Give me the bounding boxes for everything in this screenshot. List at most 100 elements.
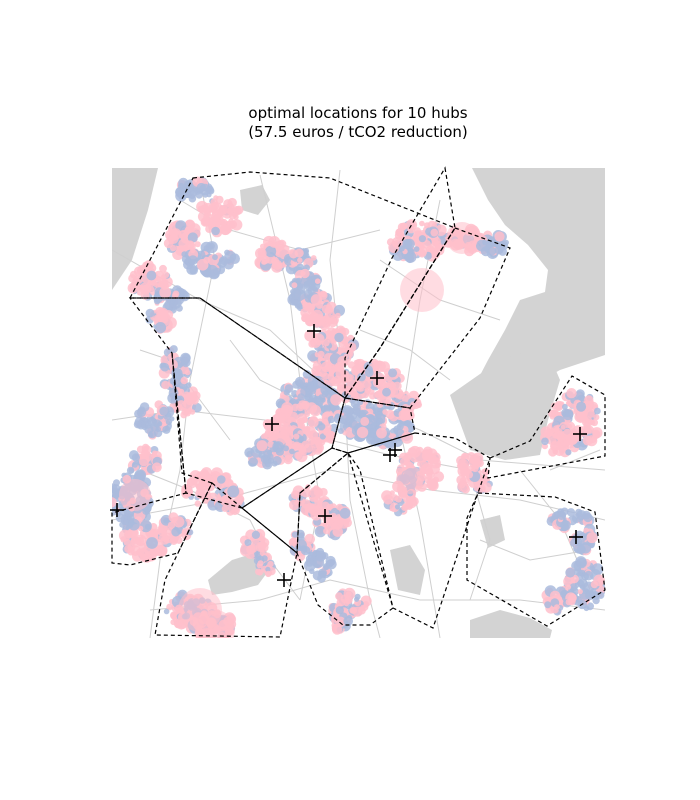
demand-point [321, 291, 327, 298]
demand-point [163, 608, 170, 615]
demand-point [213, 195, 219, 201]
demand-point [115, 513, 125, 523]
demand-point [261, 259, 267, 265]
demand-point [186, 477, 195, 487]
demand-point [323, 527, 330, 535]
demand-point [576, 401, 587, 412]
hub-marker [307, 324, 321, 338]
demand-point [291, 282, 298, 289]
demand-point [594, 407, 601, 415]
demand-point [181, 357, 191, 368]
demand-point [256, 440, 268, 452]
demand-point [392, 381, 402, 391]
demand-point [146, 537, 158, 549]
demand-point [159, 406, 169, 416]
demand-point [134, 469, 147, 482]
demand-point [425, 473, 433, 480]
demand-point [482, 469, 489, 476]
demand-point [574, 543, 585, 554]
demand-point [293, 433, 300, 440]
demand-point [157, 525, 164, 532]
demand-point [181, 485, 193, 497]
demand-point [327, 525, 333, 531]
demand-point [244, 539, 252, 547]
demand-point [124, 544, 133, 554]
demand-point [354, 596, 360, 602]
demand-point [344, 389, 351, 396]
demand-point [371, 421, 377, 427]
demand-point [565, 449, 572, 456]
demand-point [550, 441, 560, 452]
demand-point [148, 282, 154, 288]
demand-point [196, 259, 209, 271]
demand-point [326, 317, 333, 324]
demand-point [335, 606, 344, 615]
demand-point [119, 521, 126, 528]
demand-point [300, 268, 310, 279]
demand-point [430, 228, 439, 237]
demand-point [213, 267, 221, 275]
demand-point [586, 532, 598, 544]
demand-point [398, 245, 405, 252]
demand-point [563, 428, 572, 438]
demand-point [498, 247, 508, 256]
demand-point [171, 527, 181, 537]
demand-point [142, 506, 151, 515]
demand-point [552, 432, 558, 439]
road [149, 579, 605, 611]
demand-point [313, 488, 323, 497]
demand-point [369, 414, 375, 420]
demand-point [120, 536, 127, 543]
demand-point-large [119, 479, 151, 511]
demand-point [208, 242, 215, 250]
water-east [450, 345, 560, 460]
demand-point [362, 380, 372, 390]
demand-point [227, 197, 237, 208]
demand-point [161, 421, 167, 427]
demand-point [227, 485, 240, 498]
demand-point [278, 415, 286, 423]
demand-point [404, 252, 414, 263]
demand-point [544, 601, 552, 609]
demand-point [421, 463, 433, 475]
demand-point [130, 536, 142, 548]
demand-point [566, 388, 577, 399]
demand-point [318, 423, 326, 431]
demand-point [356, 382, 365, 391]
demand-point [389, 490, 395, 496]
demand-point [336, 503, 343, 511]
demand-point [376, 360, 383, 367]
demand-point [220, 224, 231, 235]
demand-point [322, 563, 330, 571]
demand-point [297, 393, 305, 402]
demand-point [400, 408, 413, 421]
demand-point [221, 505, 229, 512]
demand-point [265, 566, 271, 572]
road [329, 169, 381, 638]
demand-point [405, 219, 418, 231]
demand-point [147, 432, 154, 438]
hub-marker [318, 509, 332, 523]
demand-point [246, 545, 256, 555]
demand-point [251, 530, 260, 540]
demand-point [388, 368, 398, 378]
demand-point [566, 508, 576, 517]
demand-point [563, 439, 571, 447]
demand-point [565, 409, 574, 418]
demand-point [142, 445, 152, 455]
demand-point [394, 504, 401, 510]
demand-point [227, 206, 235, 214]
demand-point [290, 289, 302, 300]
demand-point [169, 345, 178, 354]
demand-point [413, 246, 420, 253]
demand-point [219, 256, 228, 265]
demand-point [481, 482, 492, 493]
demand-point [146, 263, 157, 273]
demand-point [171, 292, 179, 300]
demand-point [194, 500, 201, 507]
demand-point [565, 598, 573, 606]
demand-point [268, 236, 281, 248]
demand-point [257, 560, 264, 567]
demand-point [204, 211, 211, 218]
